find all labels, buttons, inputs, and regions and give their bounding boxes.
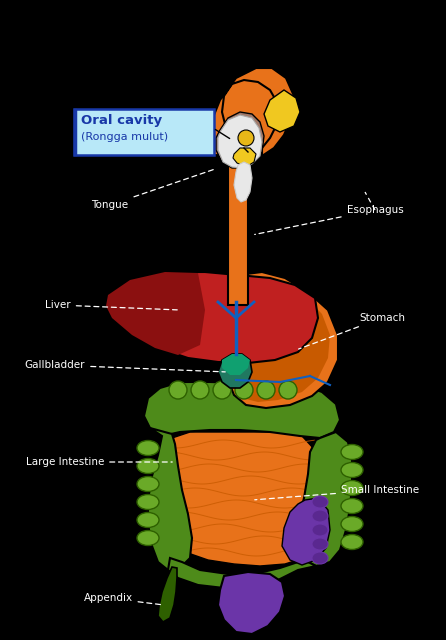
Ellipse shape: [279, 381, 297, 399]
Ellipse shape: [341, 534, 363, 550]
Polygon shape: [168, 558, 316, 588]
Polygon shape: [218, 115, 262, 168]
Polygon shape: [218, 354, 252, 388]
Ellipse shape: [341, 516, 363, 531]
Polygon shape: [216, 112, 264, 168]
Ellipse shape: [341, 445, 363, 460]
Text: Tongue: Tongue: [91, 169, 215, 210]
Polygon shape: [228, 160, 248, 305]
Ellipse shape: [341, 481, 363, 495]
Ellipse shape: [137, 495, 159, 509]
Polygon shape: [144, 382, 340, 438]
Polygon shape: [233, 148, 256, 167]
Text: Stomach: Stomach: [299, 313, 405, 349]
Ellipse shape: [137, 513, 159, 527]
Polygon shape: [264, 90, 300, 132]
Polygon shape: [218, 572, 285, 634]
Polygon shape: [158, 567, 177, 622]
Ellipse shape: [169, 381, 187, 399]
Ellipse shape: [312, 552, 328, 564]
FancyBboxPatch shape: [74, 109, 214, 155]
Polygon shape: [210, 68, 294, 156]
Circle shape: [238, 130, 254, 146]
Ellipse shape: [257, 381, 275, 399]
Polygon shape: [222, 354, 250, 375]
Text: Liver: Liver: [45, 300, 177, 310]
Ellipse shape: [191, 381, 209, 399]
Text: Appendix: Appendix: [83, 593, 161, 605]
Polygon shape: [106, 272, 205, 355]
Ellipse shape: [341, 499, 363, 513]
Text: Esophagus: Esophagus: [255, 205, 403, 234]
Polygon shape: [106, 272, 318, 363]
Polygon shape: [282, 498, 330, 565]
Text: Gallbladder: Gallbladder: [25, 360, 225, 372]
Ellipse shape: [235, 381, 253, 399]
Text: Oral cavity: Oral cavity: [81, 114, 162, 127]
Polygon shape: [164, 432, 318, 566]
Ellipse shape: [312, 496, 328, 508]
Text: Small Intestine: Small Intestine: [255, 485, 419, 500]
Text: Large Intestine: Large Intestine: [26, 457, 172, 467]
Polygon shape: [228, 272, 338, 408]
Text: (Rongga mulut): (Rongga mulut): [81, 132, 168, 142]
Ellipse shape: [137, 531, 159, 545]
Ellipse shape: [137, 458, 159, 474]
Ellipse shape: [341, 463, 363, 477]
Ellipse shape: [213, 381, 231, 399]
Ellipse shape: [312, 524, 328, 536]
Ellipse shape: [137, 477, 159, 492]
Ellipse shape: [312, 510, 328, 522]
Ellipse shape: [312, 538, 328, 550]
Polygon shape: [230, 278, 330, 402]
Ellipse shape: [137, 440, 159, 456]
Polygon shape: [148, 428, 192, 570]
Polygon shape: [298, 432, 352, 566]
Polygon shape: [234, 162, 252, 202]
